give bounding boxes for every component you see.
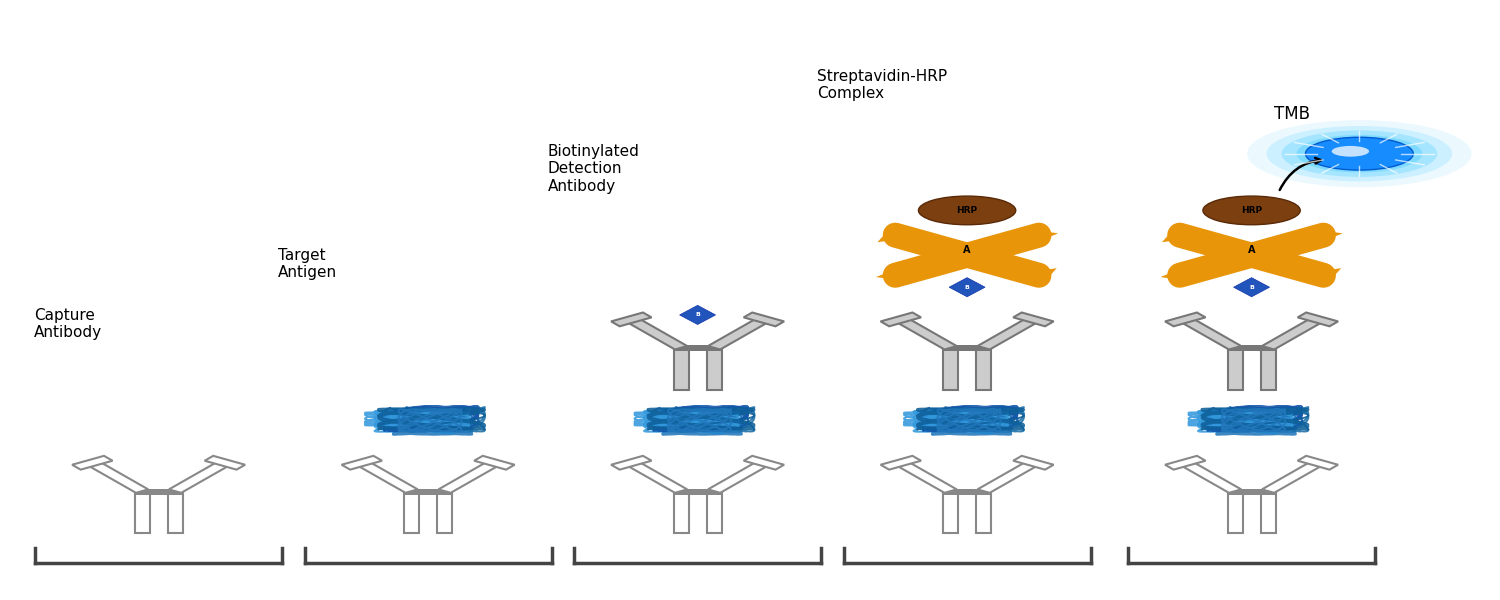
Polygon shape: [880, 313, 921, 326]
Bar: [944, 489, 992, 494]
Polygon shape: [1166, 313, 1206, 326]
Bar: [674, 346, 722, 352]
Polygon shape: [894, 461, 957, 493]
Text: A: A: [963, 245, 970, 256]
Bar: [135, 489, 183, 494]
Bar: [674, 348, 688, 389]
Polygon shape: [610, 313, 651, 326]
Bar: [1260, 348, 1275, 389]
Ellipse shape: [1203, 196, 1300, 225]
Polygon shape: [744, 456, 784, 470]
Ellipse shape: [1266, 126, 1452, 181]
Polygon shape: [626, 461, 687, 493]
Bar: [1227, 348, 1242, 389]
Bar: [706, 491, 722, 533]
Bar: [706, 348, 722, 389]
Bar: [168, 491, 183, 533]
Text: HRP: HRP: [957, 206, 978, 215]
Polygon shape: [876, 268, 914, 283]
Polygon shape: [1262, 317, 1324, 349]
Polygon shape: [1262, 461, 1324, 493]
Polygon shape: [1013, 313, 1053, 326]
Text: Streptavidin-HRP
Complex: Streptavidin-HRP Complex: [818, 69, 948, 101]
Bar: [674, 489, 722, 494]
Polygon shape: [356, 461, 419, 493]
Polygon shape: [342, 456, 382, 470]
Bar: [1260, 491, 1275, 533]
Polygon shape: [1298, 456, 1338, 470]
Text: B: B: [1250, 285, 1254, 290]
Bar: [944, 348, 958, 389]
Ellipse shape: [918, 196, 1016, 225]
Polygon shape: [1162, 227, 1198, 242]
Polygon shape: [204, 456, 245, 470]
Text: Capture
Antibody: Capture Antibody: [34, 308, 102, 340]
Polygon shape: [72, 456, 112, 470]
Bar: [1227, 489, 1275, 494]
Text: B: B: [694, 313, 700, 317]
Bar: [404, 489, 451, 494]
Text: Biotinylated
Detection
Antibody: Biotinylated Detection Antibody: [548, 144, 639, 194]
Bar: [976, 348, 992, 389]
Text: TMB: TMB: [1274, 104, 1310, 122]
Polygon shape: [1304, 268, 1341, 283]
Polygon shape: [1022, 228, 1058, 243]
Polygon shape: [950, 278, 986, 297]
Polygon shape: [1161, 268, 1197, 283]
Bar: [944, 491, 958, 533]
Bar: [436, 491, 451, 533]
Polygon shape: [86, 461, 148, 493]
Ellipse shape: [1332, 146, 1370, 157]
Polygon shape: [978, 317, 1040, 349]
Text: A: A: [1248, 245, 1256, 256]
Bar: [1227, 491, 1242, 533]
Polygon shape: [708, 461, 770, 493]
Bar: [1227, 346, 1275, 352]
Polygon shape: [680, 305, 716, 325]
Polygon shape: [1305, 228, 1342, 243]
Bar: [944, 346, 992, 352]
Bar: [404, 491, 418, 533]
Ellipse shape: [1296, 135, 1422, 172]
Ellipse shape: [1281, 130, 1437, 177]
Polygon shape: [474, 456, 514, 470]
Polygon shape: [626, 317, 687, 349]
Text: HRP: HRP: [1240, 206, 1262, 215]
Polygon shape: [438, 461, 501, 493]
Polygon shape: [1179, 317, 1240, 349]
Polygon shape: [1013, 456, 1053, 470]
Bar: [976, 491, 992, 533]
Polygon shape: [1179, 461, 1240, 493]
Polygon shape: [1233, 278, 1269, 297]
Ellipse shape: [1246, 120, 1472, 187]
Polygon shape: [610, 456, 651, 470]
Text: Target
Antigen: Target Antigen: [279, 248, 338, 280]
Polygon shape: [978, 461, 1040, 493]
Polygon shape: [880, 456, 921, 470]
Polygon shape: [894, 317, 957, 349]
Polygon shape: [878, 227, 915, 242]
Polygon shape: [1020, 268, 1056, 283]
Text: B: B: [964, 285, 969, 290]
Ellipse shape: [1305, 137, 1413, 170]
Polygon shape: [1298, 313, 1338, 326]
Polygon shape: [170, 461, 231, 493]
Polygon shape: [1166, 456, 1206, 470]
Bar: [674, 491, 688, 533]
Polygon shape: [708, 317, 770, 349]
Bar: [135, 491, 150, 533]
Polygon shape: [744, 313, 784, 326]
